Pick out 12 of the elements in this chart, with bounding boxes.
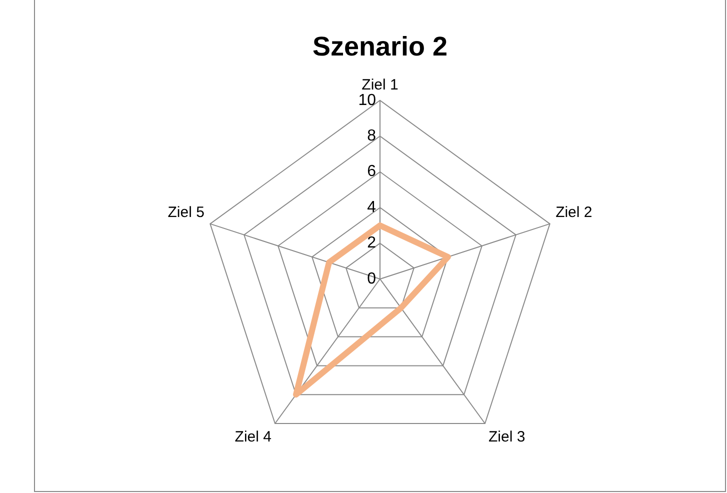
y-tick-label: 8 — [367, 128, 376, 145]
chart-title: Szenario 2 — [312, 32, 448, 62]
spoke-label: Ziel 5 — [168, 204, 204, 222]
y-tick-label: 0 — [367, 270, 376, 288]
spoke-label: Ziel 4 — [234, 428, 272, 446]
y-tick-label: 6 — [367, 163, 376, 180]
spoke-label: Ziel 2 — [556, 204, 592, 222]
spoke-label: Ziel 3 — [488, 428, 526, 446]
y-tick-label: 2 — [367, 234, 376, 252]
y-tick-label: 10 — [358, 92, 376, 109]
spoke-label: Ziel 1 — [362, 76, 398, 94]
y-tick-label: 4 — [367, 198, 376, 216]
